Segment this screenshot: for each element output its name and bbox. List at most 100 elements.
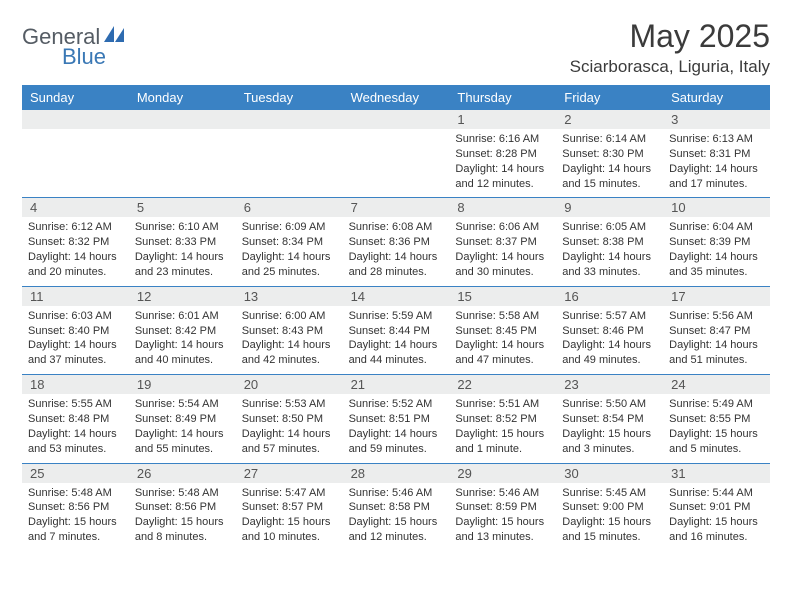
date-number-cell: 23	[556, 375, 663, 394]
sunset-text: Sunset: 8:52 PM	[455, 412, 550, 427]
date-data-cell: Sunrise: 6:03 AMSunset: 8:40 PMDaylight:…	[22, 306, 129, 374]
day1-text: Daylight: 15 hours	[669, 515, 764, 530]
date-number-cell: 16	[556, 287, 663, 306]
date-number-cell: 13	[236, 287, 343, 306]
date-number-cell: 24	[663, 375, 770, 394]
date-data-cell: Sunrise: 6:09 AMSunset: 8:34 PMDaylight:…	[236, 217, 343, 285]
sunrise-text: Sunrise: 6:16 AM	[455, 132, 550, 147]
date-data-cell: Sunrise: 5:46 AMSunset: 8:58 PMDaylight:…	[343, 483, 450, 551]
date-number-cell: 12	[129, 287, 236, 306]
sunrise-text: Sunrise: 6:00 AM	[242, 309, 337, 324]
page-header: General Blue May 2025 Sciarborasca, Ligu…	[22, 18, 770, 77]
date-number-cell: 18	[22, 375, 129, 394]
sunrise-text: Sunrise: 5:56 AM	[669, 309, 764, 324]
date-number-row: 123	[22, 110, 770, 129]
sunrise-text: Sunrise: 5:46 AM	[455, 486, 550, 501]
day2-text: and 8 minutes.	[135, 530, 230, 545]
sunrise-text: Sunrise: 5:49 AM	[669, 397, 764, 412]
sunrise-text: Sunrise: 6:03 AM	[28, 309, 123, 324]
date-number-cell	[22, 110, 129, 129]
date-number-cell	[236, 110, 343, 129]
month-title: May 2025	[570, 18, 770, 55]
sunset-text: Sunset: 8:39 PM	[669, 235, 764, 250]
day2-text: and 13 minutes.	[455, 530, 550, 545]
date-data-cell: Sunrise: 5:57 AMSunset: 8:46 PMDaylight:…	[556, 306, 663, 374]
date-data-cell: Sunrise: 5:58 AMSunset: 8:45 PMDaylight:…	[449, 306, 556, 374]
sunrise-text: Sunrise: 6:05 AM	[562, 220, 657, 235]
day1-text: Daylight: 15 hours	[562, 515, 657, 530]
sunrise-text: Sunrise: 5:58 AM	[455, 309, 550, 324]
day2-text: and 47 minutes.	[455, 353, 550, 368]
title-block: May 2025 Sciarborasca, Liguria, Italy	[570, 18, 770, 77]
sunrise-text: Sunrise: 5:48 AM	[28, 486, 123, 501]
date-number-cell: 25	[22, 464, 129, 483]
day1-text: Daylight: 14 hours	[28, 338, 123, 353]
day1-text: Daylight: 14 hours	[349, 338, 444, 353]
day1-text: Daylight: 14 hours	[669, 338, 764, 353]
day1-text: Daylight: 15 hours	[28, 515, 123, 530]
weekday-header-cell: Saturday	[663, 85, 770, 110]
date-data-cell: Sunrise: 6:10 AMSunset: 8:33 PMDaylight:…	[129, 217, 236, 285]
sunset-text: Sunset: 8:33 PM	[135, 235, 230, 250]
day2-text: and 20 minutes.	[28, 265, 123, 280]
day1-text: Daylight: 14 hours	[349, 250, 444, 265]
date-data-cell: Sunrise: 6:01 AMSunset: 8:42 PMDaylight:…	[129, 306, 236, 374]
sunrise-text: Sunrise: 5:50 AM	[562, 397, 657, 412]
date-data-cell: Sunrise: 6:00 AMSunset: 8:43 PMDaylight:…	[236, 306, 343, 374]
sunrise-text: Sunrise: 5:44 AM	[669, 486, 764, 501]
date-data-cell: Sunrise: 5:45 AMSunset: 9:00 PMDaylight:…	[556, 483, 663, 551]
date-number-cell: 10	[663, 198, 770, 217]
sunset-text: Sunset: 8:30 PM	[562, 147, 657, 162]
day2-text: and 51 minutes.	[669, 353, 764, 368]
sunrise-text: Sunrise: 6:06 AM	[455, 220, 550, 235]
day1-text: Daylight: 14 hours	[349, 427, 444, 442]
day2-text: and 23 minutes.	[135, 265, 230, 280]
sunrise-text: Sunrise: 5:54 AM	[135, 397, 230, 412]
sunset-text: Sunset: 8:40 PM	[28, 324, 123, 339]
weekday-header-cell: Tuesday	[236, 85, 343, 110]
day1-text: Daylight: 14 hours	[28, 250, 123, 265]
day1-text: Daylight: 15 hours	[349, 515, 444, 530]
date-data-row: Sunrise: 6:12 AMSunset: 8:32 PMDaylight:…	[22, 217, 770, 285]
date-data-cell: Sunrise: 5:53 AMSunset: 8:50 PMDaylight:…	[236, 394, 343, 462]
sunset-text: Sunset: 8:28 PM	[455, 147, 550, 162]
day2-text: and 16 minutes.	[669, 530, 764, 545]
sunset-text: Sunset: 8:44 PM	[349, 324, 444, 339]
sunset-text: Sunset: 8:37 PM	[455, 235, 550, 250]
sunset-text: Sunset: 9:00 PM	[562, 500, 657, 515]
sunset-text: Sunset: 8:45 PM	[455, 324, 550, 339]
date-number-cell: 22	[449, 375, 556, 394]
day1-text: Daylight: 14 hours	[28, 427, 123, 442]
day2-text: and 42 minutes.	[242, 353, 337, 368]
date-data-cell: Sunrise: 5:56 AMSunset: 8:47 PMDaylight:…	[663, 306, 770, 374]
date-data-cell: Sunrise: 6:16 AMSunset: 8:28 PMDaylight:…	[449, 129, 556, 197]
date-number-cell: 28	[343, 464, 450, 483]
day1-text: Daylight: 14 hours	[242, 338, 337, 353]
sunset-text: Sunset: 8:34 PM	[242, 235, 337, 250]
sunrise-text: Sunrise: 5:55 AM	[28, 397, 123, 412]
day2-text: and 28 minutes.	[349, 265, 444, 280]
sunset-text: Sunset: 9:01 PM	[669, 500, 764, 515]
sunrise-text: Sunrise: 6:10 AM	[135, 220, 230, 235]
date-number-cell: 15	[449, 287, 556, 306]
weekday-header-cell: Monday	[129, 85, 236, 110]
date-data-cell: Sunrise: 6:04 AMSunset: 8:39 PMDaylight:…	[663, 217, 770, 285]
weekday-header-cell: Friday	[556, 85, 663, 110]
date-data-row: Sunrise: 5:55 AMSunset: 8:48 PMDaylight:…	[22, 394, 770, 462]
sunset-text: Sunset: 8:56 PM	[135, 500, 230, 515]
day1-text: Daylight: 14 hours	[455, 162, 550, 177]
day2-text: and 55 minutes.	[135, 442, 230, 457]
calendar-page: General Blue May 2025 Sciarborasca, Ligu…	[0, 0, 792, 569]
day1-text: Daylight: 14 hours	[455, 250, 550, 265]
day2-text: and 59 minutes.	[349, 442, 444, 457]
date-number-cell: 17	[663, 287, 770, 306]
date-number-cell: 30	[556, 464, 663, 483]
day2-text: and 53 minutes.	[28, 442, 123, 457]
logo-text-blue: Blue	[62, 44, 106, 70]
date-data-cell: Sunrise: 5:44 AMSunset: 9:01 PMDaylight:…	[663, 483, 770, 551]
date-number-cell: 31	[663, 464, 770, 483]
sunset-text: Sunset: 8:42 PM	[135, 324, 230, 339]
sunset-text: Sunset: 8:57 PM	[242, 500, 337, 515]
sunrise-text: Sunrise: 5:52 AM	[349, 397, 444, 412]
date-number-cell: 6	[236, 198, 343, 217]
